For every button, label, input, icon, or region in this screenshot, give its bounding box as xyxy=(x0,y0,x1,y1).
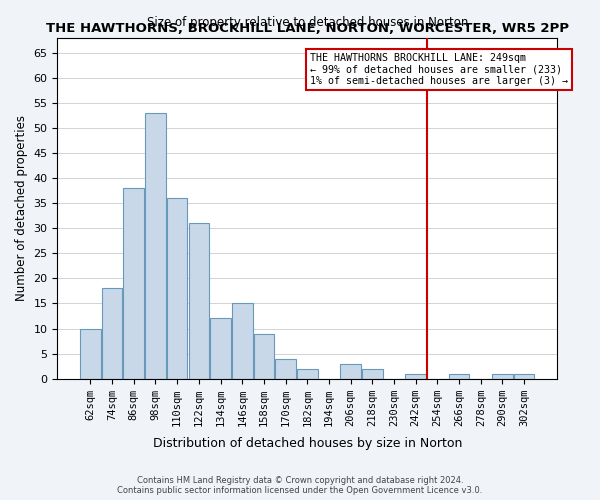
Bar xyxy=(167,198,187,378)
Bar xyxy=(362,368,383,378)
Bar xyxy=(406,374,426,378)
Bar xyxy=(449,374,469,378)
Bar xyxy=(492,374,513,378)
Bar xyxy=(275,358,296,378)
Bar xyxy=(124,188,144,378)
Bar xyxy=(80,328,101,378)
X-axis label: Distribution of detached houses by size in Norton: Distribution of detached houses by size … xyxy=(152,437,462,450)
Bar xyxy=(297,368,317,378)
Text: Contains HM Land Registry data © Crown copyright and database right 2024.
Contai: Contains HM Land Registry data © Crown c… xyxy=(118,476,482,495)
Title: THE HAWTHORNS, BROCKHILL LANE, NORTON, WORCESTER, WR5 2PP: THE HAWTHORNS, BROCKHILL LANE, NORTON, W… xyxy=(46,22,569,35)
Y-axis label: Number of detached properties: Number of detached properties xyxy=(15,115,28,301)
Bar xyxy=(145,113,166,378)
Bar xyxy=(254,334,274,378)
Text: THE HAWTHORNS BROCKHILL LANE: 249sqm
← 99% of detached houses are smaller (233)
: THE HAWTHORNS BROCKHILL LANE: 249sqm ← 9… xyxy=(310,53,568,86)
Bar xyxy=(210,318,231,378)
Bar xyxy=(340,364,361,378)
Text: Size of property relative to detached houses in Norton: Size of property relative to detached ho… xyxy=(146,16,468,29)
Bar xyxy=(188,223,209,378)
Bar xyxy=(514,374,535,378)
Bar xyxy=(232,304,253,378)
Bar xyxy=(102,288,122,378)
